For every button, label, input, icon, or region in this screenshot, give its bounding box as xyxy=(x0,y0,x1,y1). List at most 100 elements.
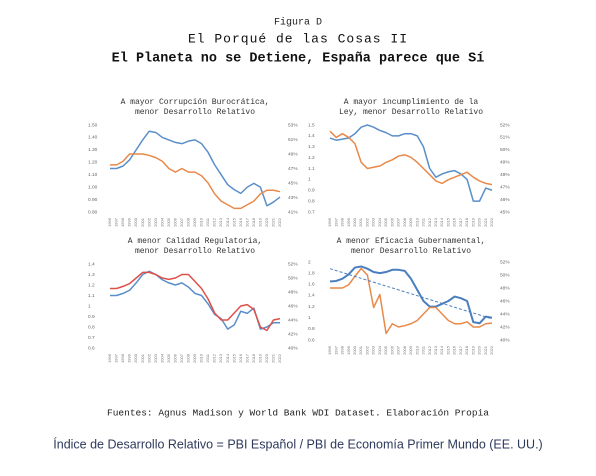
x-tick-label: 2013 xyxy=(433,345,438,355)
y-tick-label: 0.90 xyxy=(88,197,98,203)
x-tick-label: 2014 xyxy=(439,217,444,227)
x-tick-label: 2021 xyxy=(271,217,276,227)
x-tick-label: 2002 xyxy=(146,353,151,363)
x-tick-label: 1997 xyxy=(114,353,119,363)
x-tick-label: 2015 xyxy=(231,217,236,227)
y2-tick-label: 47% xyxy=(288,166,298,172)
x-tick-label: 2013 xyxy=(218,217,223,227)
y2-tick-label: 52% xyxy=(288,261,298,267)
x-tick-label: 1999 xyxy=(346,217,351,227)
x-tick-label: 2008 xyxy=(186,217,191,227)
x-tick-label: 2012 xyxy=(427,217,432,227)
x-tick-label: 1999 xyxy=(127,217,132,227)
figure-label: Figura D xyxy=(274,17,322,29)
y2-tick-label: 49% xyxy=(500,160,510,166)
x-tick-label: 2007 xyxy=(179,353,184,363)
y2-tick-label: 49% xyxy=(288,151,298,157)
y-tick-label: 0.7 xyxy=(308,209,315,215)
x-tick-label: 2022 xyxy=(277,353,282,363)
y-tick-label: 0.8 xyxy=(88,324,95,330)
y2-tick-label: 50% xyxy=(500,272,510,278)
x-tick-label: 2020 xyxy=(264,353,269,363)
x-tick-label: 2015 xyxy=(445,217,450,227)
x-tick-label: 2010 xyxy=(199,353,204,363)
y2-tick-label: 53% xyxy=(288,122,298,128)
x-tick-label: 2014 xyxy=(439,345,444,355)
x-tick-label: 2022 xyxy=(277,217,282,227)
x-tick-label: 2011 xyxy=(205,353,210,362)
y-tick-label: 1.30 xyxy=(88,147,98,153)
y-tick-label: 1.1 xyxy=(88,293,95,299)
x-tick-label: 2010 xyxy=(414,345,419,355)
y-tick-label: 1.3 xyxy=(308,144,315,150)
x-tick-label: 2009 xyxy=(408,345,413,355)
y2-tick-label: 40% xyxy=(288,345,298,351)
x-tick-label: 2004 xyxy=(377,217,382,227)
y2-tick-label: 48% xyxy=(500,172,510,178)
x-tick-label: 2022 xyxy=(489,217,494,227)
x-tick-label: 2018 xyxy=(251,353,256,363)
y2-tick-label: 50% xyxy=(288,275,298,281)
x-tick-label: 2002 xyxy=(364,217,369,227)
y2-tick-label: 44% xyxy=(288,317,298,323)
y-tick-label: 0.6 xyxy=(308,337,315,343)
x-tick-label: 2007 xyxy=(396,345,401,355)
x-tick-label: 2015 xyxy=(231,353,236,363)
x-tick-label: 2008 xyxy=(186,353,191,363)
y-tick-label: 1.50 xyxy=(88,122,98,128)
x-tick-label: 2014 xyxy=(225,217,230,227)
x-tick-label: 2000 xyxy=(133,353,138,363)
x-tick-label: 1999 xyxy=(127,353,132,363)
y2-tick-label: 46% xyxy=(500,197,510,203)
y-tick-label: 0.7 xyxy=(88,335,95,341)
x-tick-label: 2002 xyxy=(364,345,369,355)
x-tick-label: 1996 xyxy=(107,217,112,227)
x-tick-label: 2020 xyxy=(264,217,269,227)
x-tick-label: 2011 xyxy=(421,217,426,226)
x-tick-label: 2006 xyxy=(172,217,177,227)
x-tick-label: 2021 xyxy=(483,217,488,227)
x-tick-label: 2016 xyxy=(238,353,243,363)
series-line xyxy=(110,153,281,210)
y2-tick-label: 42% xyxy=(500,324,510,330)
x-tick-label: 2003 xyxy=(153,217,158,227)
x-tick-label: 2009 xyxy=(408,217,413,227)
x-tick-label: 2019 xyxy=(470,345,475,355)
y-tick-label: 1.4 xyxy=(308,133,315,139)
series-line xyxy=(110,270,280,330)
figure-subtitle: El Planeta no se Detiene, España parece … xyxy=(112,52,485,67)
chart-title: A mayor Corrupción Burocrática, xyxy=(121,98,270,107)
y2-tick-label: 52% xyxy=(500,259,510,265)
x-tick-label: 2021 xyxy=(483,345,488,355)
x-tick-label: 2018 xyxy=(251,217,256,227)
x-tick-label: 2020 xyxy=(477,345,482,355)
y2-tick-label: 46% xyxy=(288,303,298,309)
y-tick-label: 2 xyxy=(308,259,311,265)
x-tick-label: 2021 xyxy=(271,353,276,363)
x-tick-label: 2007 xyxy=(396,217,401,227)
figure-title: El Porqué de las Cosas II xyxy=(188,31,408,46)
x-tick-label: 2004 xyxy=(159,353,164,363)
x-tick-label: 2019 xyxy=(257,217,262,227)
y2-tick-label: 50% xyxy=(500,147,510,153)
chart-title: menor Desarrollo Relativo xyxy=(351,247,471,256)
y2-tick-label: 48% xyxy=(288,289,298,295)
x-tick-label: 1996 xyxy=(327,217,332,227)
y-tick-label: 1.20 xyxy=(88,160,98,166)
x-tick-label: 2011 xyxy=(205,217,210,226)
chart-title: menor Desarrollo Relativo xyxy=(135,247,255,256)
source: Fuentes: Agnus Madison y World Bank WDI … xyxy=(107,408,489,419)
y-tick-label: 0.9 xyxy=(88,314,95,320)
y2-tick-label: 45% xyxy=(500,209,510,215)
x-tick-label: 2012 xyxy=(212,353,217,363)
y-tick-label: 1 xyxy=(308,177,311,183)
y-tick-label: 0.9 xyxy=(308,188,315,194)
x-tick-label: 2017 xyxy=(458,345,463,355)
x-tick-label: 2005 xyxy=(166,353,171,363)
y-tick-label: 1.4 xyxy=(308,293,315,299)
x-tick-label: 2012 xyxy=(427,345,432,355)
x-tick-label: 2001 xyxy=(140,353,145,363)
y2-tick-label: 45% xyxy=(288,180,298,186)
x-tick-label: 2004 xyxy=(377,345,382,355)
